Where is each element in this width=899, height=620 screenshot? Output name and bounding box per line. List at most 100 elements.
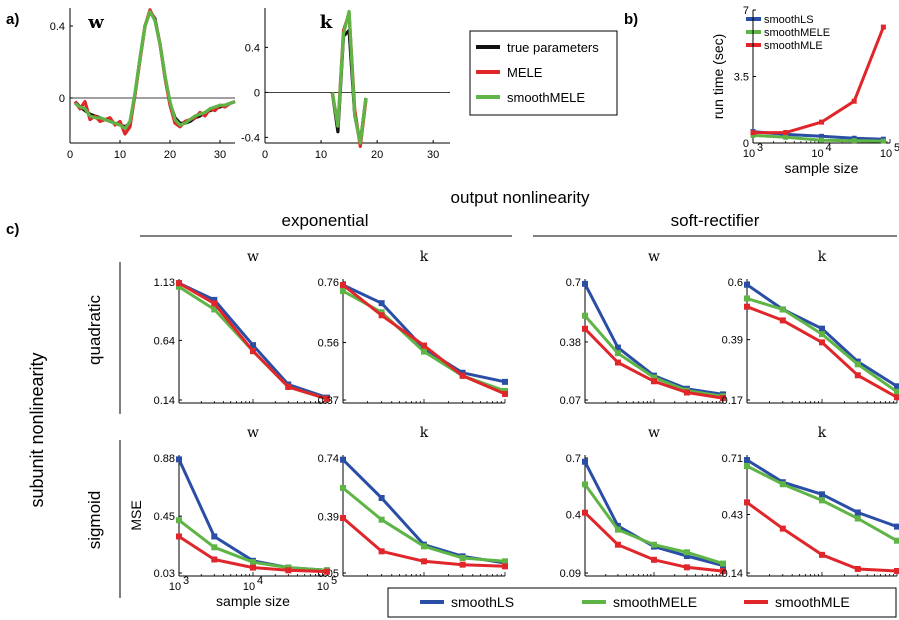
data-point-smoothls — [683, 553, 690, 560]
data-point-smoothmle — [894, 567, 899, 574]
data-point-smoothls — [176, 456, 182, 463]
data-point-smoothmele — [614, 350, 621, 357]
quadratic-title: quadratic — [85, 295, 104, 365]
data-point-smoothmle — [720, 568, 726, 575]
chart-title: k — [320, 12, 333, 33]
y-tick-label: 0.45 — [154, 511, 175, 523]
data-point-smoothmele — [851, 138, 857, 144]
data-point-smoothmle — [250, 564, 256, 571]
x-tick-label: 0 — [262, 149, 268, 161]
y-tick-label: 0.7 — [566, 453, 581, 465]
x-tick-label: 10 — [743, 148, 755, 160]
chart-title: w — [247, 249, 259, 265]
data-point-smoothmele — [176, 283, 182, 290]
data-point-smoothmele — [459, 555, 466, 561]
chart-title: k — [420, 425, 429, 441]
y-tick-label: 0.39 — [318, 511, 339, 523]
x-tick-label: 30 — [427, 149, 439, 161]
data-point-smoothmele — [651, 374, 657, 381]
bottom-legend: smoothLS smoothMELE smoothMLE — [387, 587, 897, 618]
data-point-smoothmle — [176, 533, 182, 540]
y-tick-label: 0 — [743, 138, 749, 150]
x-tick-label: 10 — [811, 148, 823, 160]
panel-label-b: b) — [624, 11, 638, 28]
y-tick-label: 0.76 — [318, 277, 339, 289]
b-legend-label-smoothmele: smoothMELE — [764, 27, 830, 39]
data-point-smoothls — [459, 369, 466, 376]
chart-sig-exp-k: 0.050.390.74k — [318, 425, 508, 580]
data-point-smoothmle — [854, 372, 861, 379]
data-point-smoothmele — [378, 309, 385, 316]
data-point-smoothmle — [459, 561, 466, 568]
y-tick-label: 0 — [254, 87, 260, 99]
chart-quad-soft-k: 0.17 0.39 0.6 k — [722, 249, 899, 407]
data-point-smoothmele — [211, 306, 218, 313]
data-point-smoothmele — [651, 541, 657, 548]
data-point-smoothls — [819, 133, 824, 139]
data-point-smoothmele — [502, 387, 508, 394]
b-legend-label-smoothmle: smoothMLE — [764, 40, 823, 52]
y-axis-label: MSE — [128, 500, 144, 530]
data-point-smoothmele — [894, 388, 899, 395]
data-point-smoothmle — [779, 317, 786, 324]
chart-title: w — [87, 12, 104, 33]
data-point-smoothmele — [340, 288, 346, 295]
data-point-smoothmele — [819, 331, 825, 338]
data-point-smoothls — [854, 509, 861, 516]
x-tick-exponent: 5 — [331, 575, 337, 587]
data-point-smoothmle — [324, 395, 330, 402]
soft-rectifier-title: soft-rectifier — [671, 211, 760, 230]
data-point-smoothls — [744, 281, 750, 288]
y-tick-label: 0.09 — [560, 568, 581, 580]
data-point-smoothmele — [720, 560, 726, 567]
data-point-smoothls — [211, 296, 218, 303]
data-point-smoothmle — [211, 556, 218, 563]
data-point-smoothmle — [285, 567, 292, 574]
output-nonlinearity-title: output nonlinearity — [451, 188, 590, 207]
data-point-smoothls — [894, 383, 899, 390]
x-axis-label: sample size — [216, 593, 290, 609]
x-axis-label: sample size — [785, 160, 859, 176]
data-point-smoothmele — [783, 134, 789, 140]
data-point-smoothls — [378, 495, 385, 501]
y-tick-label: 0.74 — [318, 453, 339, 465]
data-point-smoothmle — [683, 564, 690, 571]
data-point-smoothmele — [614, 526, 621, 533]
y-tick-label: 0.64 — [154, 335, 175, 347]
data-point-smoothmele — [854, 515, 861, 522]
data-point-smoothmele — [340, 485, 346, 491]
data-point-smoothmle — [683, 389, 690, 396]
bottom-legend-label-smoothmele: smoothMELE — [613, 594, 697, 610]
data-point-smoothmle — [750, 130, 756, 136]
data-point-smoothls — [340, 456, 346, 463]
y-tick-label: 0.03 — [154, 568, 175, 580]
data-point-smoothmele — [744, 463, 750, 470]
data-point-smoothmle — [819, 119, 824, 125]
y-tick-label: 0.07 — [560, 395, 581, 407]
chart-quad-soft-w: 0.07 0.38 0.7 w — [560, 249, 726, 407]
bottom-legend-label-smoothmle: smoothMLE — [775, 594, 850, 610]
data-point-smoothmle — [459, 372, 466, 379]
data-point-smoothmele — [421, 543, 427, 550]
data-point-smoothls — [819, 325, 825, 332]
data-point-smoothmele — [894, 537, 899, 544]
chart-sig-soft-w: 0.09 0.4 0.7 w — [560, 425, 726, 580]
data-point-smoothmele — [779, 481, 786, 488]
y-tick-label: 0.39 — [722, 335, 743, 347]
x-tick-exponent: 4 — [257, 575, 263, 587]
panel-label-c: c) — [6, 221, 19, 238]
x-tick-label: 10 — [315, 149, 327, 161]
data-point-smoothmle — [779, 525, 786, 532]
y-tick-label: 0.6 — [728, 277, 743, 289]
series-line-smoothmle — [746, 305, 898, 399]
y-tick-label: 0.37 — [318, 395, 339, 407]
data-point-smoothmele — [582, 481, 588, 488]
data-point-smoothmele — [378, 516, 385, 523]
data-point-smoothmle — [340, 515, 346, 521]
series-line-smoothmele — [330, 9, 368, 145]
y-tick-label: 0.14 — [722, 568, 743, 580]
y-tick-label: 0.4 — [245, 42, 260, 54]
